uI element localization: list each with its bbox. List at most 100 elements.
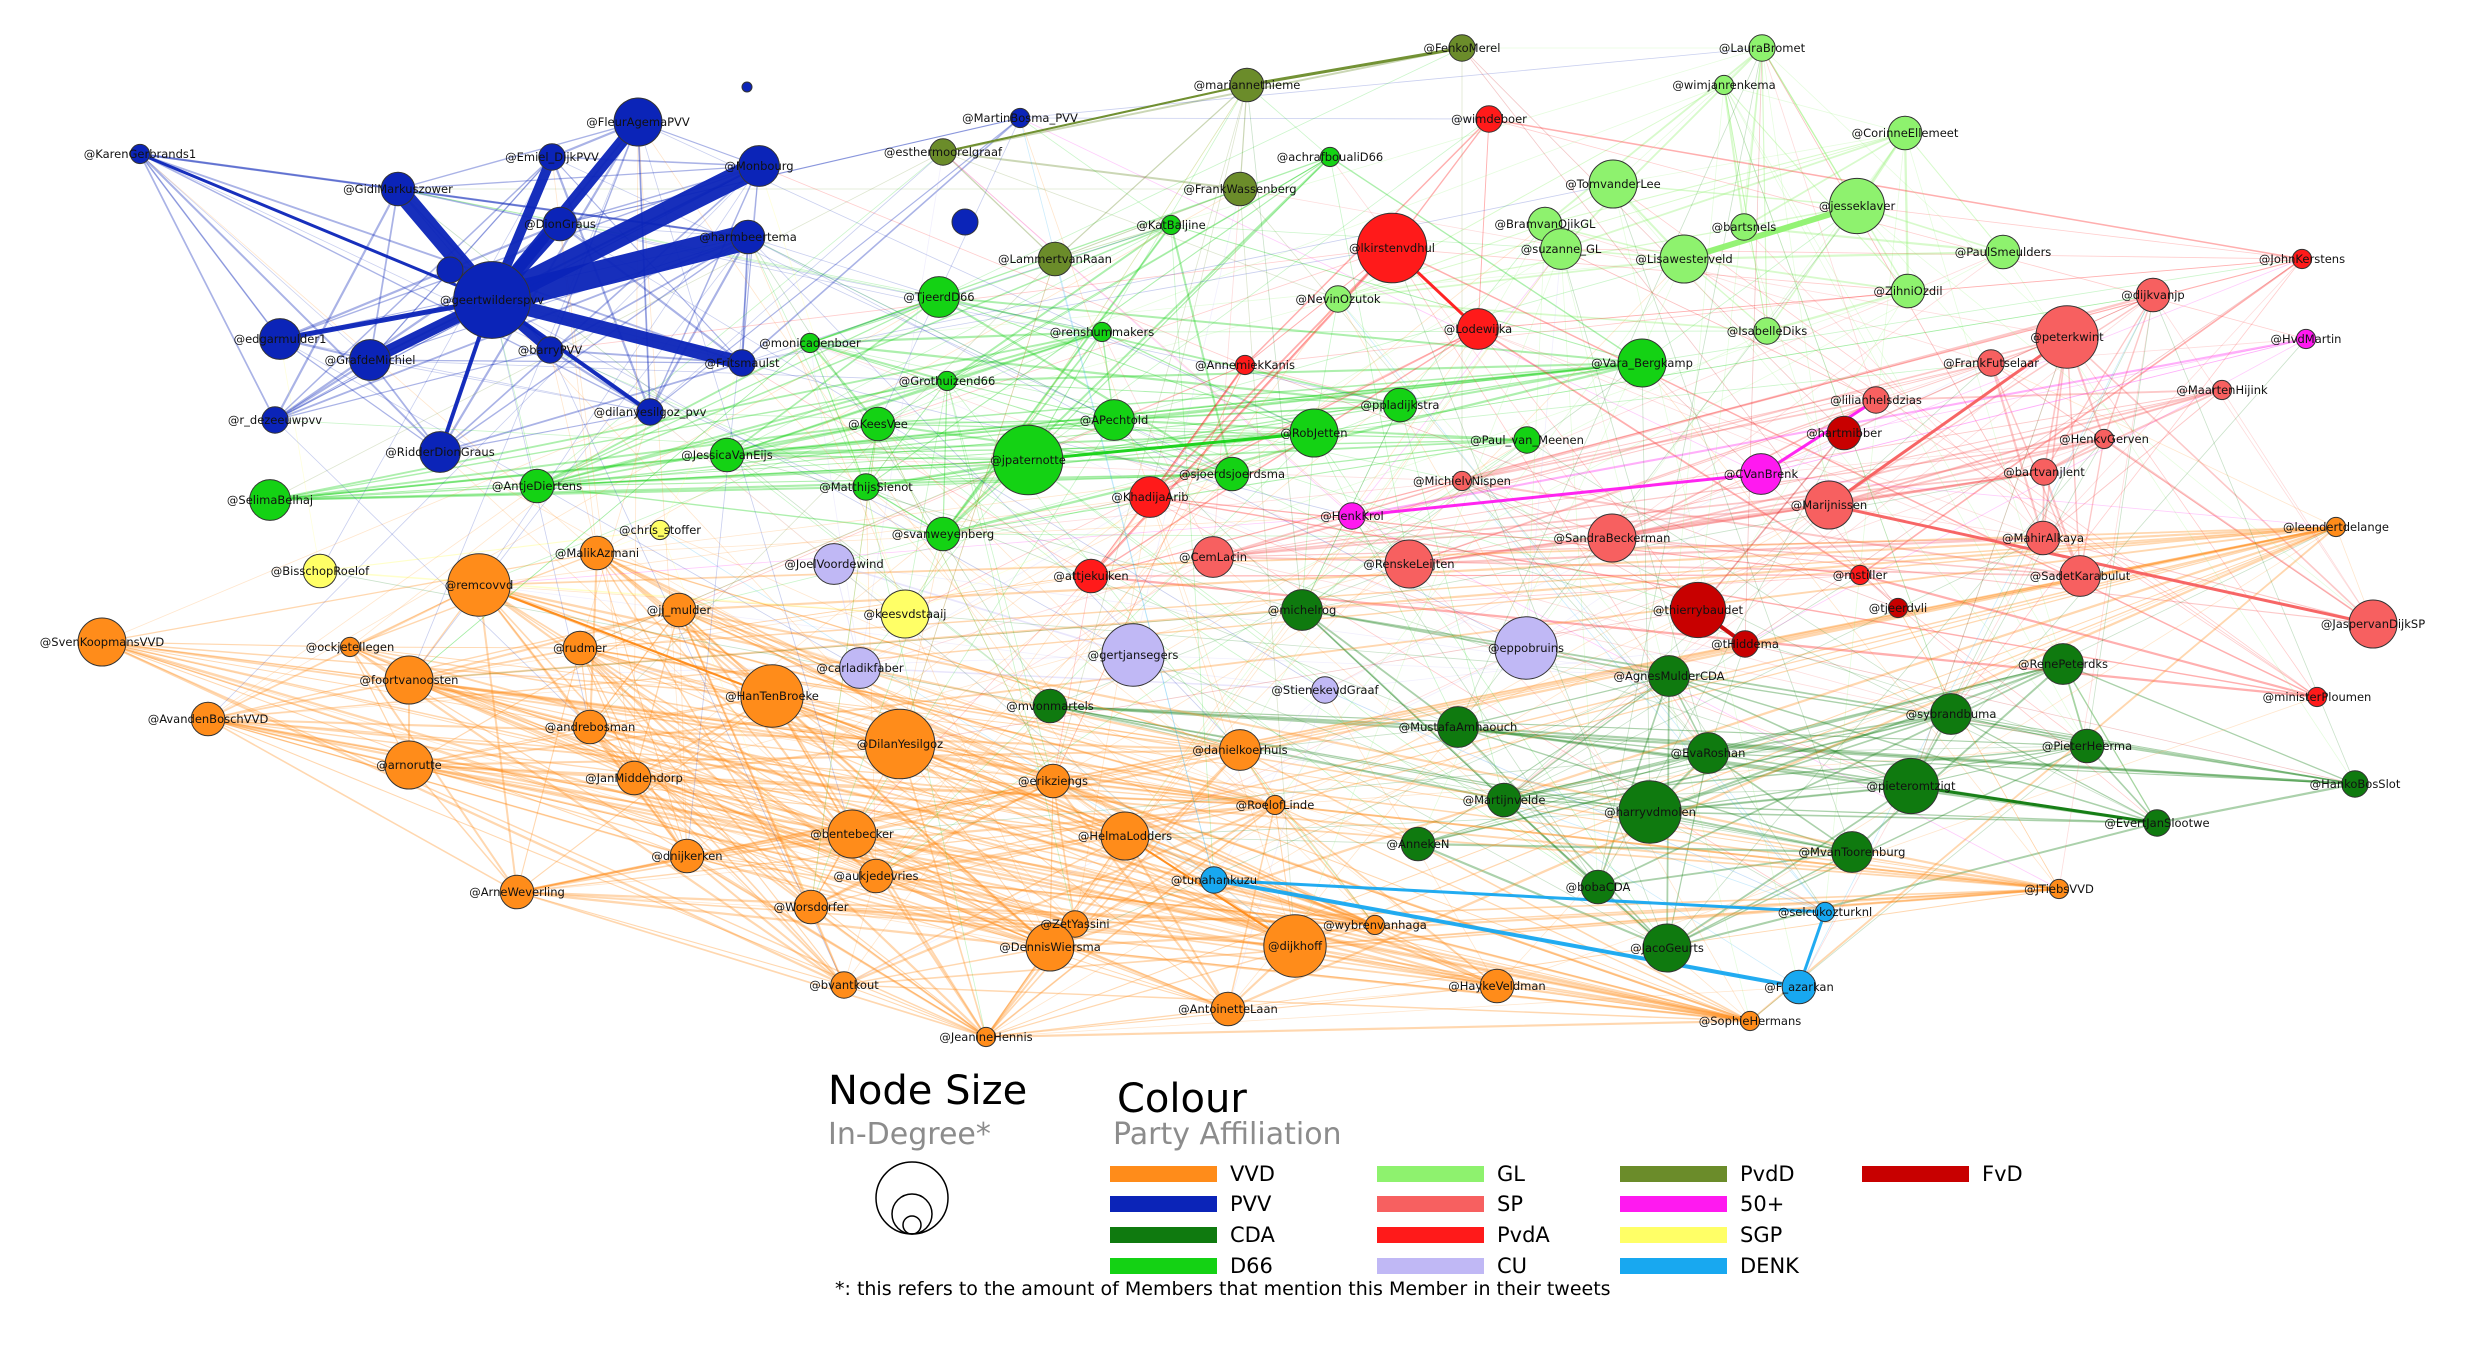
node-vara-bergkamp[interactable] (1617, 338, 1667, 388)
node-jacogeurts[interactable] (1642, 923, 1692, 973)
node-aukjedevries[interactable] (858, 858, 894, 894)
node-paulsmeulders[interactable] (1985, 234, 2021, 270)
node-jessicavaneijs[interactable] (709, 437, 745, 473)
node-mariannethieme[interactable] (1229, 67, 1265, 103)
node-agnesmuldercda[interactable] (1648, 655, 1690, 697)
node-peterkwint[interactable] (2035, 305, 2099, 369)
node-ppladijkstra[interactable] (1382, 387, 1418, 423)
node-grothuizend66[interactable] (936, 370, 958, 392)
node-lisawesterveld[interactable] (1659, 234, 1709, 284)
node-laurabromet[interactable] (1748, 34, 1776, 62)
node-ministerploumen[interactable] (2306, 686, 2328, 708)
node-thierrybaudet[interactable] (1669, 581, 1727, 639)
node-ockjetellegen[interactable] (339, 636, 361, 658)
node-malikazmani[interactable] (579, 535, 615, 571)
node-andrebosman[interactable] (572, 709, 608, 745)
node-hartmibber[interactable] (1826, 415, 1862, 451)
node-dilanyesilgoz-pvv[interactable] (636, 398, 664, 426)
node-sophiehermans[interactable] (1739, 1010, 1761, 1032)
node-lammertvanraan[interactable] (1037, 241, 1073, 277)
node-wimdeboer[interactable] (1475, 105, 1503, 133)
node-bobacda[interactable] (1580, 869, 1616, 905)
node-martijnvelde[interactable] (1486, 782, 1522, 818)
node-lkirstenvdhul[interactable] (1356, 212, 1428, 284)
node-keesvdstaaij[interactable] (880, 589, 930, 639)
node-roeloflinde[interactable] (1264, 794, 1286, 816)
node-renshummakers[interactable] (1091, 321, 1113, 343)
node-evertjanslootwe[interactable] (2143, 809, 2171, 837)
node-nevinozutok[interactable] (1324, 285, 1352, 313)
node-renepeterdks[interactable] (2042, 643, 2084, 685)
node-zihniozdil[interactable] (1890, 273, 1926, 309)
node-arneweverling[interactable] (499, 874, 535, 910)
node-arnorutte[interactable] (384, 740, 434, 790)
node-erikziengs[interactable] (1035, 763, 1071, 799)
node-harryvdmolen[interactable] (1618, 780, 1682, 844)
node-jj-mulder[interactable] (661, 592, 697, 628)
node-hvdmartin[interactable] (2295, 328, 2317, 350)
node-selimabelhaj[interactable] (249, 479, 291, 521)
node-gertjansegers[interactable] (1101, 623, 1165, 687)
node-bartvanjlent[interactable] (2030, 458, 2058, 486)
node-mustafaamhaouch[interactable] (1437, 706, 1479, 748)
node-edgarmulder1[interactable] (259, 318, 301, 360)
node-esthermoorelgraaf[interactable] (929, 138, 957, 166)
node-maartenhijink[interactable] (2211, 379, 2233, 401)
node-barrypvv[interactable] (536, 336, 564, 364)
node-danielkoerhuis[interactable] (1219, 729, 1261, 771)
node-dilanyesilgoz[interactable] (864, 708, 936, 780)
node-henkkrol[interactable] (1338, 502, 1366, 530)
node-renskeleijten[interactable] (1384, 539, 1434, 589)
node-rudmer[interactable] (562, 630, 598, 666)
node-apechtold[interactable] (1093, 399, 1135, 441)
node-tomvanderlee[interactable] (1588, 159, 1638, 209)
node-lilianhelsdzias[interactable] (1862, 386, 1890, 414)
node-dnijkerken[interactable] (669, 838, 705, 874)
node-hantenbroeke[interactable] (740, 664, 804, 728)
node-paul-van-meenen[interactable] (1513, 426, 1541, 454)
node-tjeerdd66[interactable] (918, 276, 960, 318)
node-worsdorfer[interactable] (793, 889, 829, 925)
node-mstiller[interactable] (1849, 564, 1871, 586)
node-wimjanrenkema[interactable] (1713, 74, 1735, 96)
node-tjeerdvli[interactable] (1887, 597, 1909, 619)
node-zetyassini[interactable] (1061, 910, 1089, 938)
node-f-azarkan[interactable] (1781, 969, 1817, 1005)
node-carladikfaber[interactable] (839, 647, 881, 689)
node-katbaljine[interactable] (1160, 214, 1182, 236)
node-suzanne-gl[interactable] (1540, 228, 1582, 270)
node-sybrandbuma[interactable] (1930, 693, 1972, 735)
node-khadijaarib[interactable] (1129, 476, 1171, 518)
node-avandenboschvvd[interactable] (190, 701, 226, 737)
node-bartsnels[interactable] (1730, 213, 1758, 241)
node-jtiebsvvd[interactable] (2048, 878, 2070, 900)
node-bvantkout[interactable] (830, 971, 858, 999)
node-keesvee[interactable] (860, 406, 896, 442)
node-lodewijka[interactable] (1457, 308, 1499, 350)
node-dijkvanjp[interactable] (2135, 277, 2171, 313)
node-denniswiersma[interactable] (1025, 922, 1075, 972)
node-cvanbrenk[interactable] (1740, 453, 1782, 495)
node-sandrabeckerman[interactable] (1587, 513, 1637, 563)
node-isabellediks[interactable] (1753, 317, 1781, 345)
node-fritsmaulst[interactable] (728, 349, 756, 377)
node-cemlacin[interactable] (1192, 536, 1234, 578)
node-antjediertens[interactable] (519, 468, 555, 504)
node-marijnissen[interactable] (1804, 480, 1854, 530)
node-jaspervandijksp[interactable] (2348, 599, 2398, 649)
node-sadetkarabulut[interactable] (2059, 555, 2101, 597)
node-haykeveldman[interactable] (1479, 968, 1515, 1004)
node-johnkerstens[interactable] (2291, 248, 2313, 270)
node-antoinettelaan[interactable] (1210, 991, 1246, 1027)
node-pieteromtzigt[interactable] (1882, 757, 1940, 815)
node-janmiddendorp[interactable] (616, 760, 652, 796)
node-annemiekkanis[interactable] (1234, 354, 1256, 376)
node-harmbeertema[interactable] (730, 219, 766, 255)
node-wybrenvanhaga[interactable] (1364, 914, 1386, 936)
node-sjoerdsjoerdsma[interactable] (1214, 456, 1250, 492)
node-diongraus[interactable] (542, 206, 578, 242)
node-chris-stoffer[interactable] (649, 519, 671, 541)
node-karengerbrands1[interactable] (129, 143, 151, 165)
node-corinneellemeet[interactable] (1887, 115, 1923, 151)
node-hankobosslot[interactable] (2341, 770, 2369, 798)
